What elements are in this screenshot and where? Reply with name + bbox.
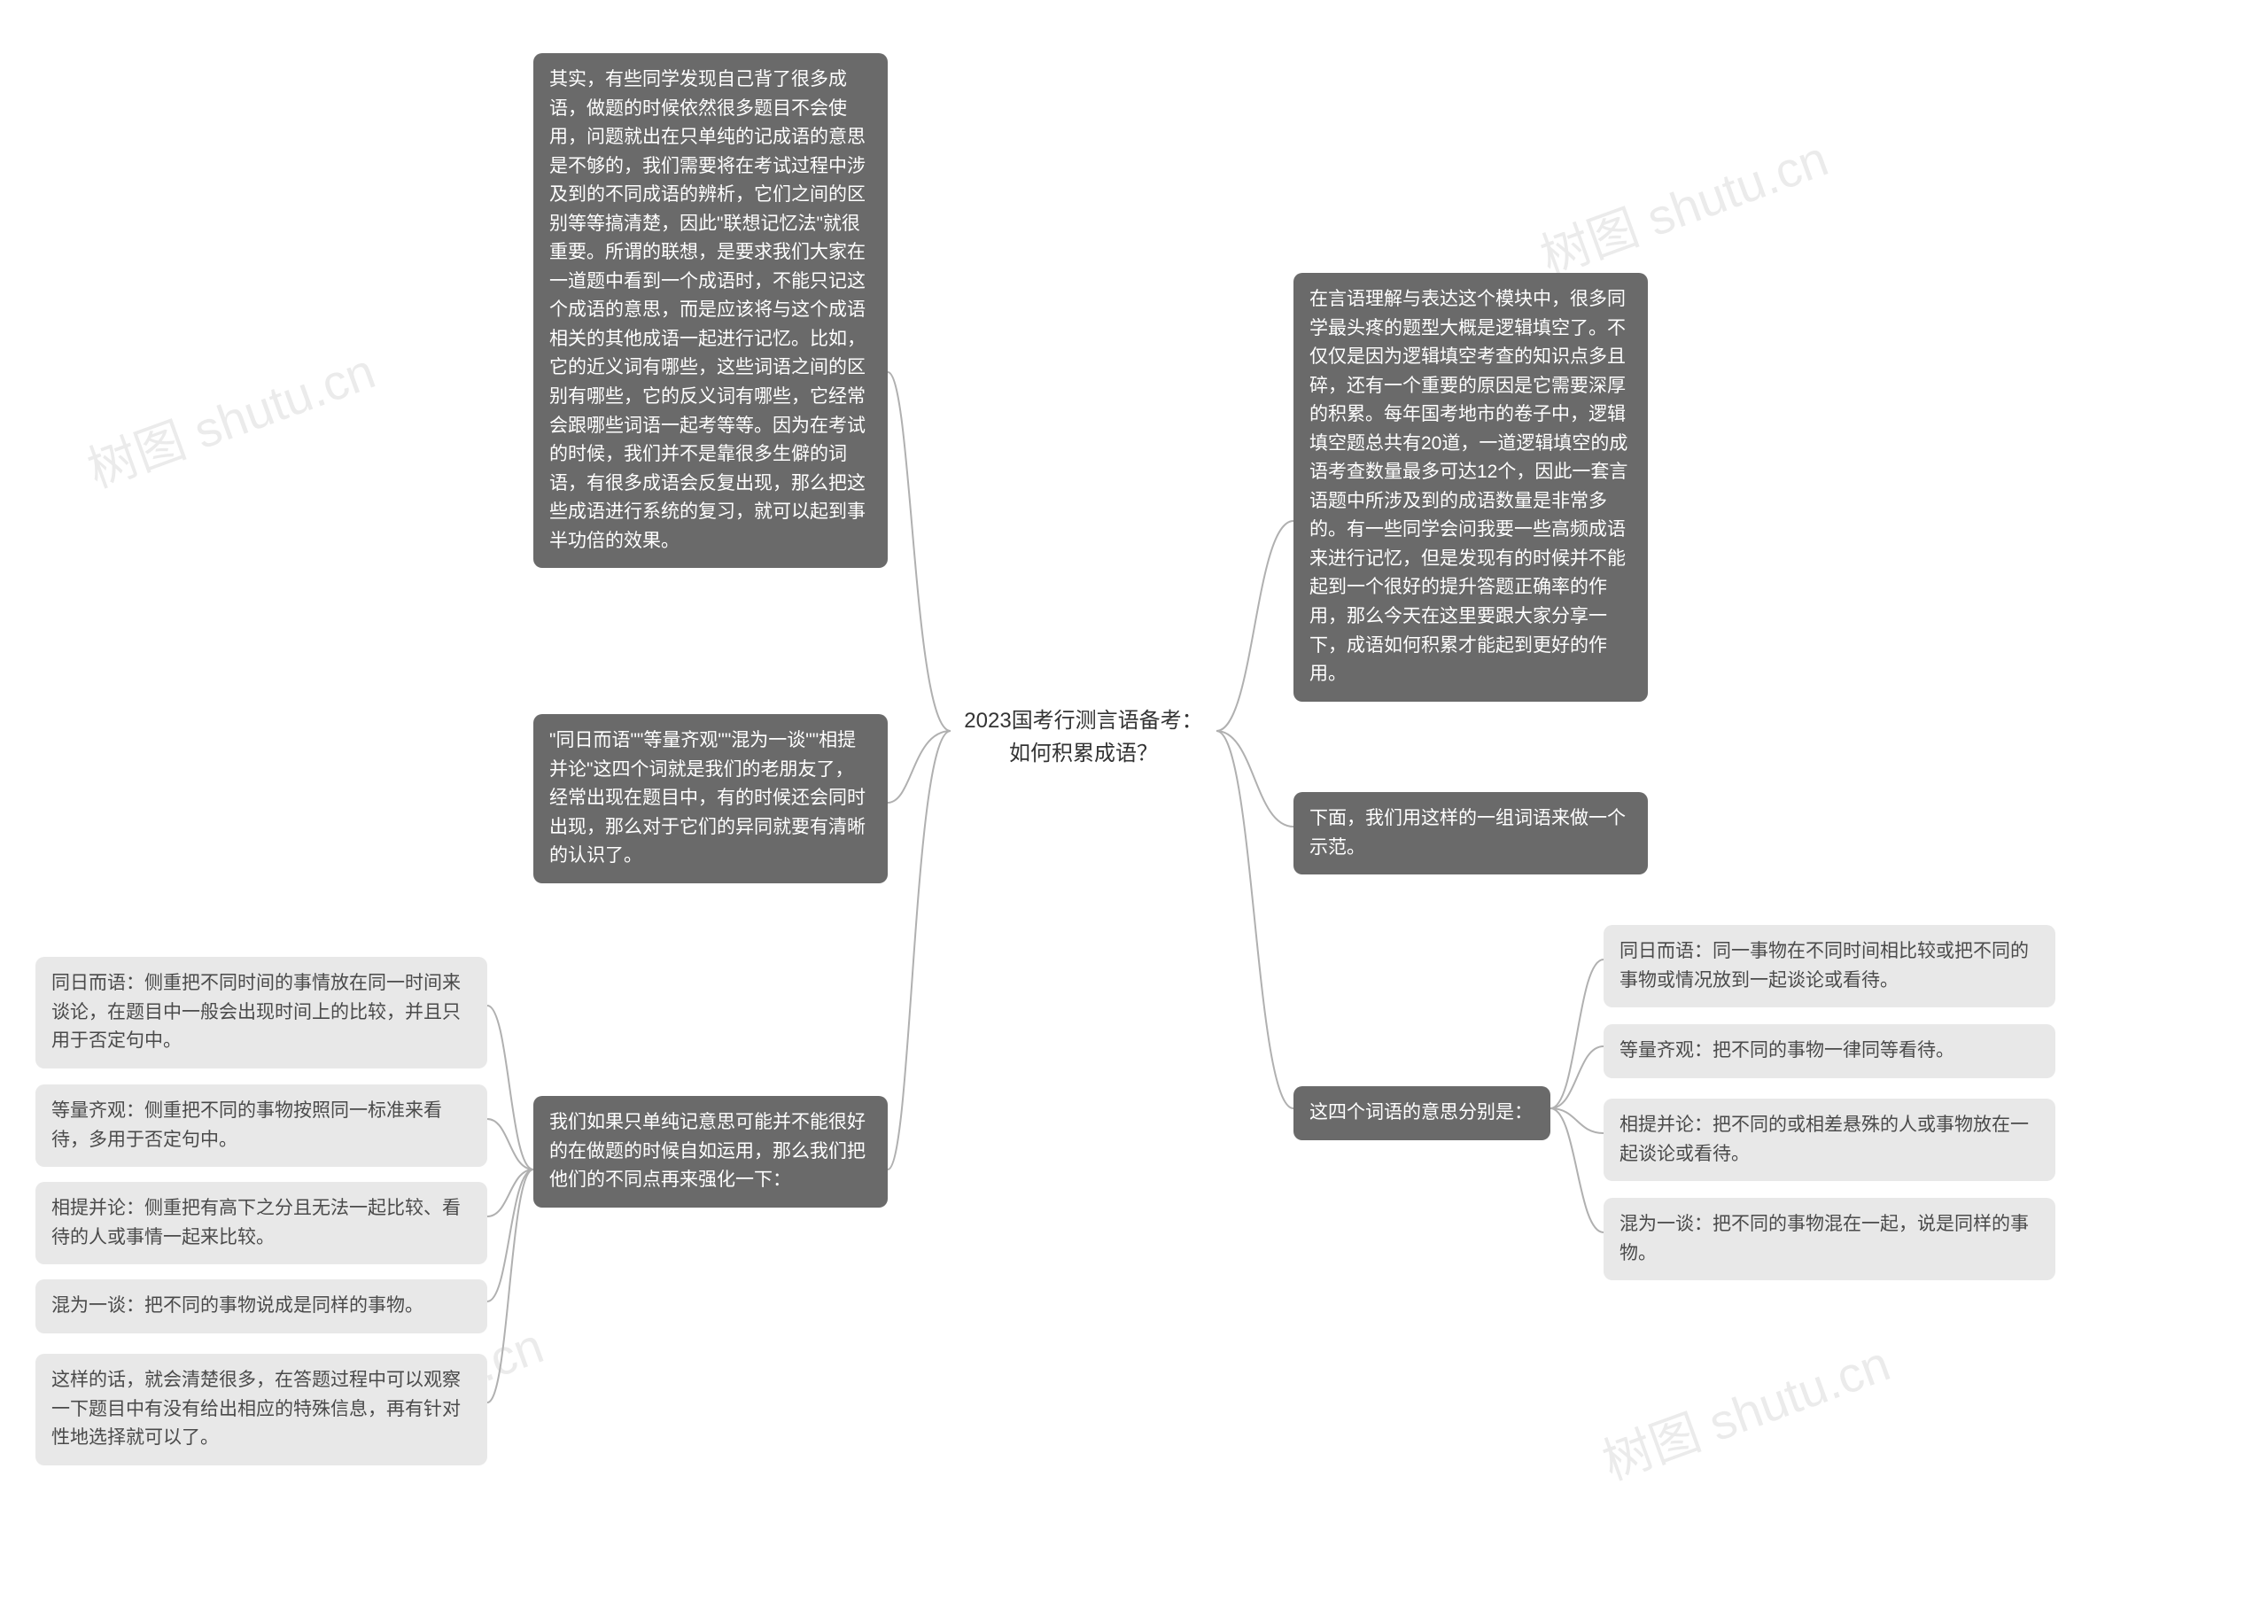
right-node-3: 这四个词语的意思分别是： [1293, 1086, 1550, 1140]
right-node-1: 在言语理解与表达这个模块中，很多同学最头疼的题型大概是逻辑填空了。不仅仅是因为逻… [1293, 273, 1648, 702]
right-child-4: 混为一谈：把不同的事物混在一起，说是同样的事物。 [1604, 1198, 2055, 1280]
left-node-2: "同日而语""等量齐观""混为一谈""相提并论"这四个词就是我们的老朋友了，经常… [533, 714, 888, 883]
right-node-2: 下面，我们用这样的一组词语来做一个示范。 [1293, 792, 1648, 874]
left-node-1: 其实，有些同学发现自己背了很多成语，做题的时候依然很多题目不会使用，问题就出在只… [533, 53, 888, 568]
center-node: 2023国考行测言语备考： 如何积累成语？ [951, 695, 1216, 779]
center-line2: 如何积累成语？ [961, 737, 1206, 770]
left-child-1: 同日而语：侧重把不同时间的事情放在同一时间来谈论，在题目中一般会出现时间上的比较… [35, 957, 487, 1068]
left-child-3: 相提并论：侧重把有高下之分且无法一起比较、看待的人或事情一起来比较。 [35, 1182, 487, 1264]
right-child-2: 等量齐观：把不同的事物一律同等看待。 [1604, 1024, 2055, 1078]
left-child-4: 混为一谈：把不同的事物说成是同样的事物。 [35, 1279, 487, 1333]
center-line1: 2023国考行测言语备考： [961, 704, 1206, 737]
left-node-3: 我们如果只单纯记意思可能并不能很好的在做题的时候自如运用，那么我们把他们的不同点… [533, 1096, 888, 1208]
left-child-5: 这样的话，就会清楚很多，在答题过程中可以观察一下题目中有没有给出相应的特殊信息，… [35, 1354, 487, 1465]
watermark: 树图 shutu.cn [1591, 1324, 1899, 1494]
left-child-2: 等量齐观：侧重把不同的事物按照同一标准来看待，多用于否定句中。 [35, 1084, 487, 1167]
right-child-3: 相提并论：把不同的或相差悬殊的人或事物放在一起谈论或看待。 [1604, 1099, 2055, 1181]
watermark: 树图 shutu.cn [1529, 119, 1837, 289]
watermark: 树图 shutu.cn [76, 331, 384, 501]
right-child-1: 同日而语：同一事物在不同时间相比较或把不同的事物或情况放到一起谈论或看待。 [1604, 925, 2055, 1007]
